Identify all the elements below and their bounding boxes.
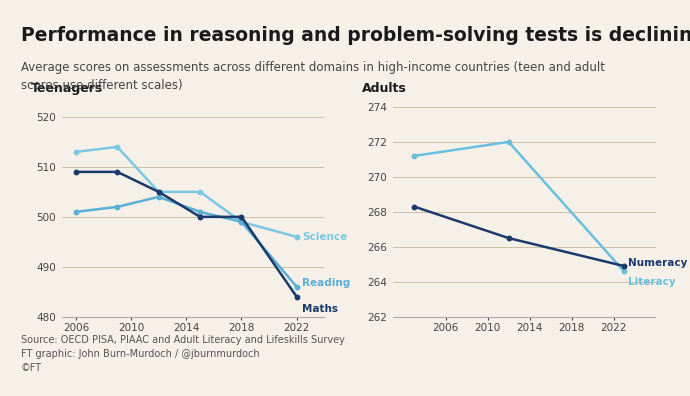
Text: Source: OECD PISA, PIAAC and Adult Literacy and Lifeskills Survey
FT graphic: Jo: Source: OECD PISA, PIAAC and Adult Liter… bbox=[21, 335, 344, 373]
Text: Performance in reasoning and problem-solving tests is declining: Performance in reasoning and problem-sol… bbox=[21, 26, 690, 45]
Text: Numeracy: Numeracy bbox=[628, 259, 688, 268]
Text: Teenagers: Teenagers bbox=[30, 82, 103, 95]
Text: Maths: Maths bbox=[302, 304, 338, 314]
Text: Science: Science bbox=[302, 232, 348, 242]
Text: Adults: Adults bbox=[362, 82, 406, 95]
Text: Literacy: Literacy bbox=[628, 276, 676, 287]
Text: Average scores on assessments across different domains in high-income countries : Average scores on assessments across dif… bbox=[21, 61, 604, 92]
Text: Reading: Reading bbox=[302, 278, 351, 288]
